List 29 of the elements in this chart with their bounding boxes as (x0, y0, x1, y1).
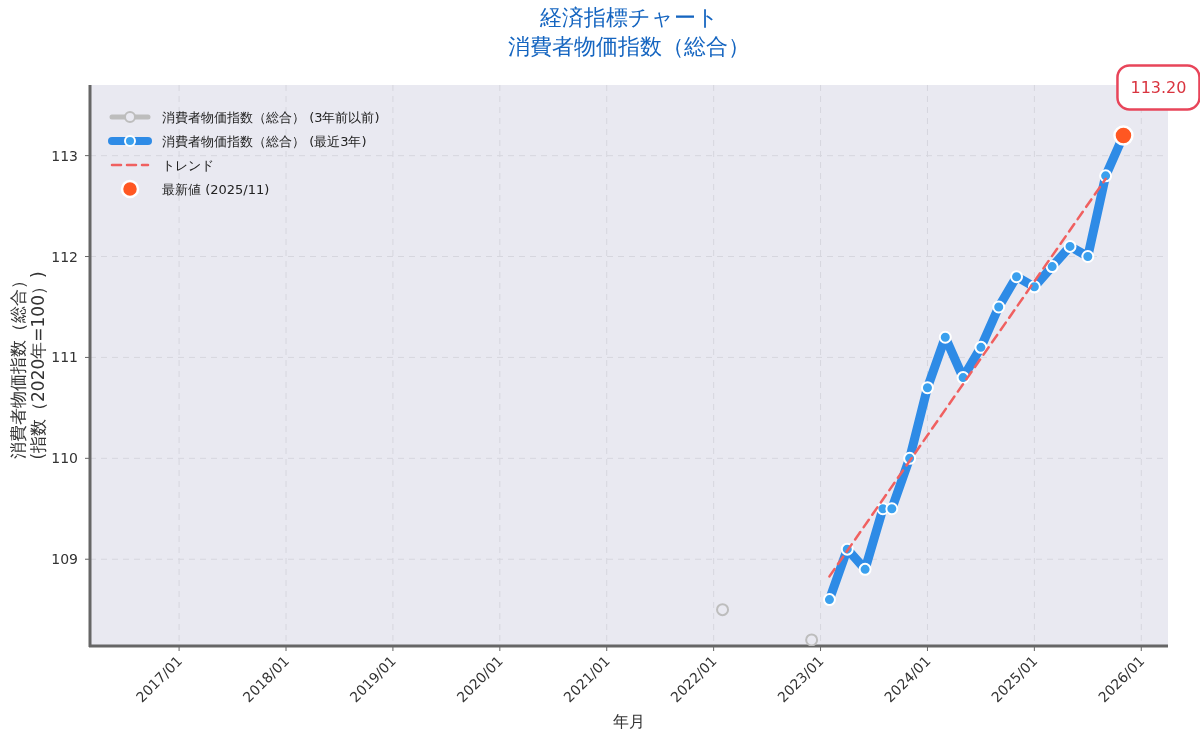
y-tick-label: 111 (51, 349, 78, 366)
point (805, 633, 819, 646)
legend-label: 消費者物価指数（総合） (3年前以前) (162, 110, 380, 125)
point (920, 381, 934, 395)
point (858, 562, 872, 576)
y-tick-label: 112 (51, 248, 78, 265)
point (938, 330, 952, 344)
point (822, 593, 836, 607)
point (885, 502, 899, 516)
y-tick-label: 113 (51, 147, 78, 164)
chart-title: 経済指標チャート (538, 5, 719, 30)
point (1099, 169, 1113, 183)
y-tick-label: 110 (51, 450, 78, 467)
point (1081, 250, 1095, 264)
y-tick-label: 109 (51, 551, 78, 568)
point (1010, 270, 1024, 284)
point (1113, 125, 1134, 146)
chart-subtitle: 消費者物価指数（総合） (508, 34, 750, 59)
x-axis-title: 年月 (613, 712, 645, 731)
legend-label: トレンド (162, 158, 214, 173)
point (1045, 260, 1059, 274)
legend-label: 最新値 (2025/11) (162, 182, 270, 197)
annotation: 113.20 (1130, 78, 1187, 98)
point (992, 300, 1006, 314)
y-axis-title: 消費者物価指数（総合） (指数（2020年=100）) (8, 271, 48, 460)
legend-label: 消費者物価指数（総合） (最近3年) (162, 134, 367, 149)
point (1063, 239, 1077, 253)
point (716, 603, 730, 617)
point (974, 340, 988, 354)
